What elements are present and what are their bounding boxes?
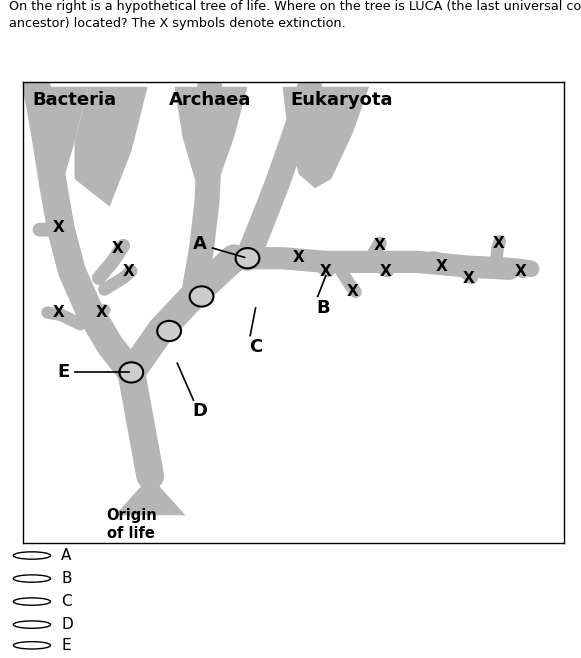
Polygon shape bbox=[34, 87, 88, 188]
Text: X: X bbox=[374, 238, 386, 253]
Text: X: X bbox=[514, 264, 526, 278]
Circle shape bbox=[235, 248, 259, 268]
Circle shape bbox=[189, 286, 213, 307]
Text: B: B bbox=[317, 299, 330, 316]
Polygon shape bbox=[74, 87, 148, 207]
Circle shape bbox=[13, 598, 51, 605]
Text: X: X bbox=[347, 284, 358, 299]
Text: Origin
of life: Origin of life bbox=[106, 508, 157, 541]
Circle shape bbox=[120, 363, 143, 382]
Text: X: X bbox=[293, 250, 304, 265]
Polygon shape bbox=[282, 87, 369, 188]
Text: X: X bbox=[436, 259, 448, 274]
Text: E: E bbox=[61, 638, 71, 653]
Text: X: X bbox=[320, 264, 332, 278]
Text: X: X bbox=[493, 236, 505, 251]
Text: X: X bbox=[52, 220, 64, 235]
Text: C: C bbox=[61, 594, 71, 609]
Polygon shape bbox=[174, 87, 248, 193]
Text: D: D bbox=[61, 617, 73, 632]
Text: X: X bbox=[123, 264, 134, 278]
Text: X: X bbox=[52, 305, 64, 320]
Circle shape bbox=[13, 621, 51, 628]
Text: D: D bbox=[192, 403, 207, 420]
Text: X: X bbox=[96, 305, 107, 320]
Text: C: C bbox=[249, 338, 263, 356]
Text: Archaea: Archaea bbox=[168, 91, 251, 109]
Text: A: A bbox=[193, 236, 245, 257]
Text: E: E bbox=[57, 363, 69, 382]
Text: X: X bbox=[379, 264, 391, 278]
Text: Bacteria: Bacteria bbox=[33, 91, 117, 109]
Text: On the right is a hypothetical tree of life. Where on the tree is LUCA (the last: On the right is a hypothetical tree of l… bbox=[9, 0, 581, 30]
Text: X: X bbox=[112, 241, 124, 255]
Polygon shape bbox=[115, 476, 185, 515]
Text: B: B bbox=[61, 571, 71, 586]
Circle shape bbox=[13, 642, 51, 649]
Circle shape bbox=[13, 552, 51, 559]
Circle shape bbox=[157, 321, 181, 341]
Text: A: A bbox=[61, 548, 71, 563]
Text: Eukaryota: Eukaryota bbox=[290, 91, 393, 109]
Circle shape bbox=[13, 575, 51, 582]
Text: X: X bbox=[463, 270, 475, 286]
